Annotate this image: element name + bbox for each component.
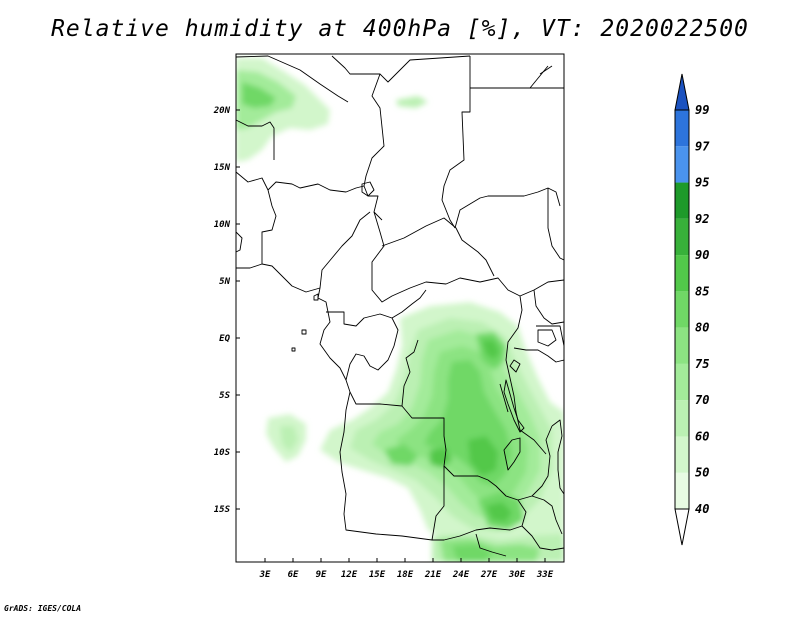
lon-tick-label: 21E xyxy=(424,570,442,580)
lon-tick-label: 6E xyxy=(288,570,299,580)
humidity-shading xyxy=(236,58,564,562)
colorbar-label: 75 xyxy=(695,357,709,371)
colorbar-outline xyxy=(674,109,690,510)
lon-tick-label: 30E xyxy=(508,570,526,580)
colorbar-segment xyxy=(675,110,689,147)
colorbar-segment xyxy=(675,327,689,364)
lon-tick-label: 18E xyxy=(397,570,414,580)
colorbar-label: 60 xyxy=(695,429,709,443)
colorbar-label: 70 xyxy=(695,393,709,407)
map-frame xyxy=(235,53,565,563)
lon-tick-label: 15E xyxy=(369,570,386,580)
lat-tick-label: 20N xyxy=(213,106,231,116)
colorbar-segment xyxy=(674,73,690,111)
colorbar-label: 80 xyxy=(695,321,709,335)
lat-tick-label: 5N xyxy=(219,277,230,287)
colorbar-label: 40 xyxy=(695,502,709,516)
colorbar-segment xyxy=(674,508,690,546)
lon-tick-label: 9E xyxy=(316,570,327,580)
colorbar-label: 97 xyxy=(695,139,710,153)
colorbar: 40 50 60 70 75 80 85 90 92 95 97 99 xyxy=(674,73,710,546)
longitude-axis: 3E 6E 9E 12E 15E 18E 21E 24E 27E 30E 33E xyxy=(259,558,554,580)
lon-tick-label: 12E xyxy=(341,570,358,580)
map-title: Relative humidity at 400hPa [%], VT: 202… xyxy=(51,16,749,42)
colorbar-label: 95 xyxy=(695,176,709,190)
colorbar-segment xyxy=(675,400,689,437)
colorbar-label: 99 xyxy=(695,103,709,117)
colorbar-label: 85 xyxy=(695,284,709,298)
colorbar-segment xyxy=(675,182,689,219)
colorbar-label: 50 xyxy=(695,466,709,480)
grads-credit: GrADS: IGES/COLA xyxy=(4,604,82,613)
lat-tick-label: EQ xyxy=(219,334,230,344)
colorbar-segment xyxy=(675,255,689,292)
colorbar-label: 90 xyxy=(695,248,709,262)
country-boundaries xyxy=(236,55,564,557)
colorbar-segment xyxy=(675,146,689,183)
colorbar-segment xyxy=(675,218,689,256)
colorbar-label: 92 xyxy=(695,212,709,226)
lon-tick-label: 3E xyxy=(259,570,271,580)
colorbar-segment xyxy=(675,436,689,473)
lon-tick-label: 33E xyxy=(536,570,554,580)
lon-tick-label: 24E xyxy=(452,570,470,580)
colorbar-segment xyxy=(675,291,689,328)
lat-tick-label: 15N xyxy=(214,163,231,173)
colorbar-segment xyxy=(675,472,689,509)
lat-tick-label: 5S xyxy=(219,391,230,401)
lat-tick-label: 10N xyxy=(214,220,231,230)
lon-tick-label: 27E xyxy=(480,570,498,580)
colorbar-segment xyxy=(675,363,689,401)
lat-tick-label: 15S xyxy=(214,505,231,515)
latitude-axis: 20N 15N 10N 5N EQ 5S 10S 15S xyxy=(213,106,240,515)
lat-tick-label: 10S xyxy=(214,448,231,458)
